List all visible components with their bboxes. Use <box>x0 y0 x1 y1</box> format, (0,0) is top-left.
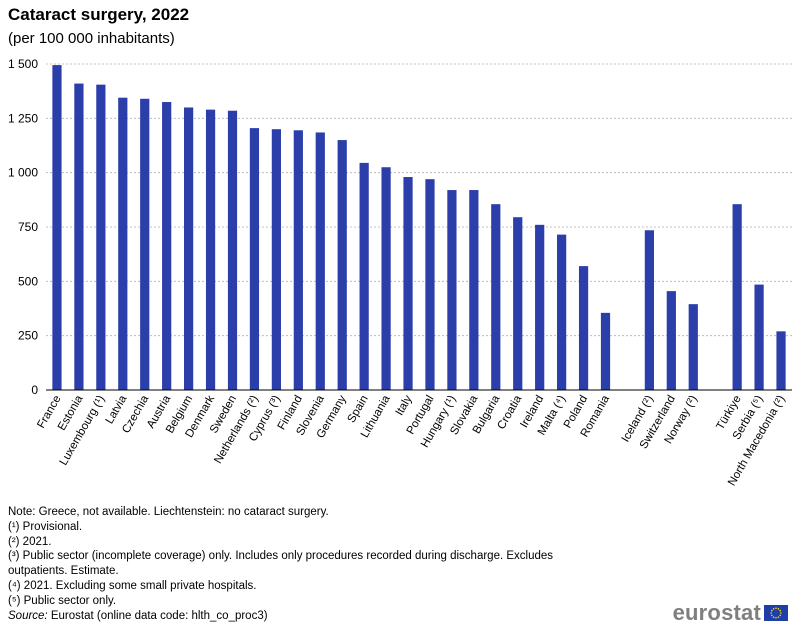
y-tick-label: 750 <box>18 220 38 234</box>
y-tick-label: 1 250 <box>8 111 38 125</box>
bar <box>337 140 347 390</box>
bar <box>162 102 172 391</box>
bar <box>491 204 501 390</box>
bar <box>513 217 523 390</box>
bar <box>315 132 325 390</box>
y-tick-label: 250 <box>18 329 38 343</box>
bar <box>600 312 611 390</box>
note-line: (¹) Provisional. <box>8 520 83 533</box>
note-line: Note: Greece, not available. Liechtenste… <box>8 506 329 518</box>
bar <box>403 177 413 390</box>
bar <box>557 234 567 390</box>
footnotes: Note: Greece, not available. Liechtenste… <box>8 505 648 623</box>
bar <box>688 304 698 390</box>
bar <box>205 109 216 390</box>
y-tick-label: 1 500 <box>8 57 38 71</box>
bar <box>447 190 457 390</box>
bar <box>293 130 303 390</box>
bar <box>666 291 676 390</box>
y-tick-label: 0 <box>31 383 38 397</box>
source-label: Source: <box>8 609 48 622</box>
chart-title: Cataract surgery, 2022 <box>8 5 190 24</box>
bar <box>776 331 786 390</box>
bar <box>184 107 194 390</box>
bar <box>578 266 589 390</box>
bar <box>644 230 654 390</box>
bar <box>140 98 150 391</box>
bar <box>359 162 369 390</box>
x-tick-label: Italy <box>394 393 415 417</box>
note-line: (⁴) 2021. Excluding some small private h… <box>8 579 257 592</box>
bar <box>249 128 260 390</box>
bar <box>271 129 281 390</box>
bar <box>732 204 742 390</box>
source-text: Eurostat (online data code: hlth_co_proc… <box>47 609 268 622</box>
bar <box>96 84 106 390</box>
bar <box>381 167 391 390</box>
bar <box>469 190 479 390</box>
note-line: (³) Public sector (incomplete coverage) … <box>8 550 554 563</box>
bar <box>118 97 128 390</box>
bar <box>425 179 435 390</box>
note-line: (²) 2021. <box>8 535 52 548</box>
y-tick-label: 1 000 <box>8 166 38 180</box>
bar <box>74 83 84 390</box>
y-tick-label: 500 <box>18 274 38 288</box>
bar <box>227 110 238 390</box>
eurostat-logo: eurostat <box>673 600 788 626</box>
note-line: (⁵) Public sector only. <box>8 594 117 607</box>
bar <box>754 284 764 390</box>
bar <box>52 65 62 390</box>
bar <box>535 224 545 390</box>
note-line: outpatients. Estimate. <box>8 565 119 578</box>
source-line: Source: Eurostat (online data code: hlth… <box>8 609 648 624</box>
eu-flag-icon <box>764 605 788 621</box>
logo-text: eurostat <box>672 600 761 625</box>
chart-subtitle: (per 100 000 inhabitants) <box>8 30 175 47</box>
